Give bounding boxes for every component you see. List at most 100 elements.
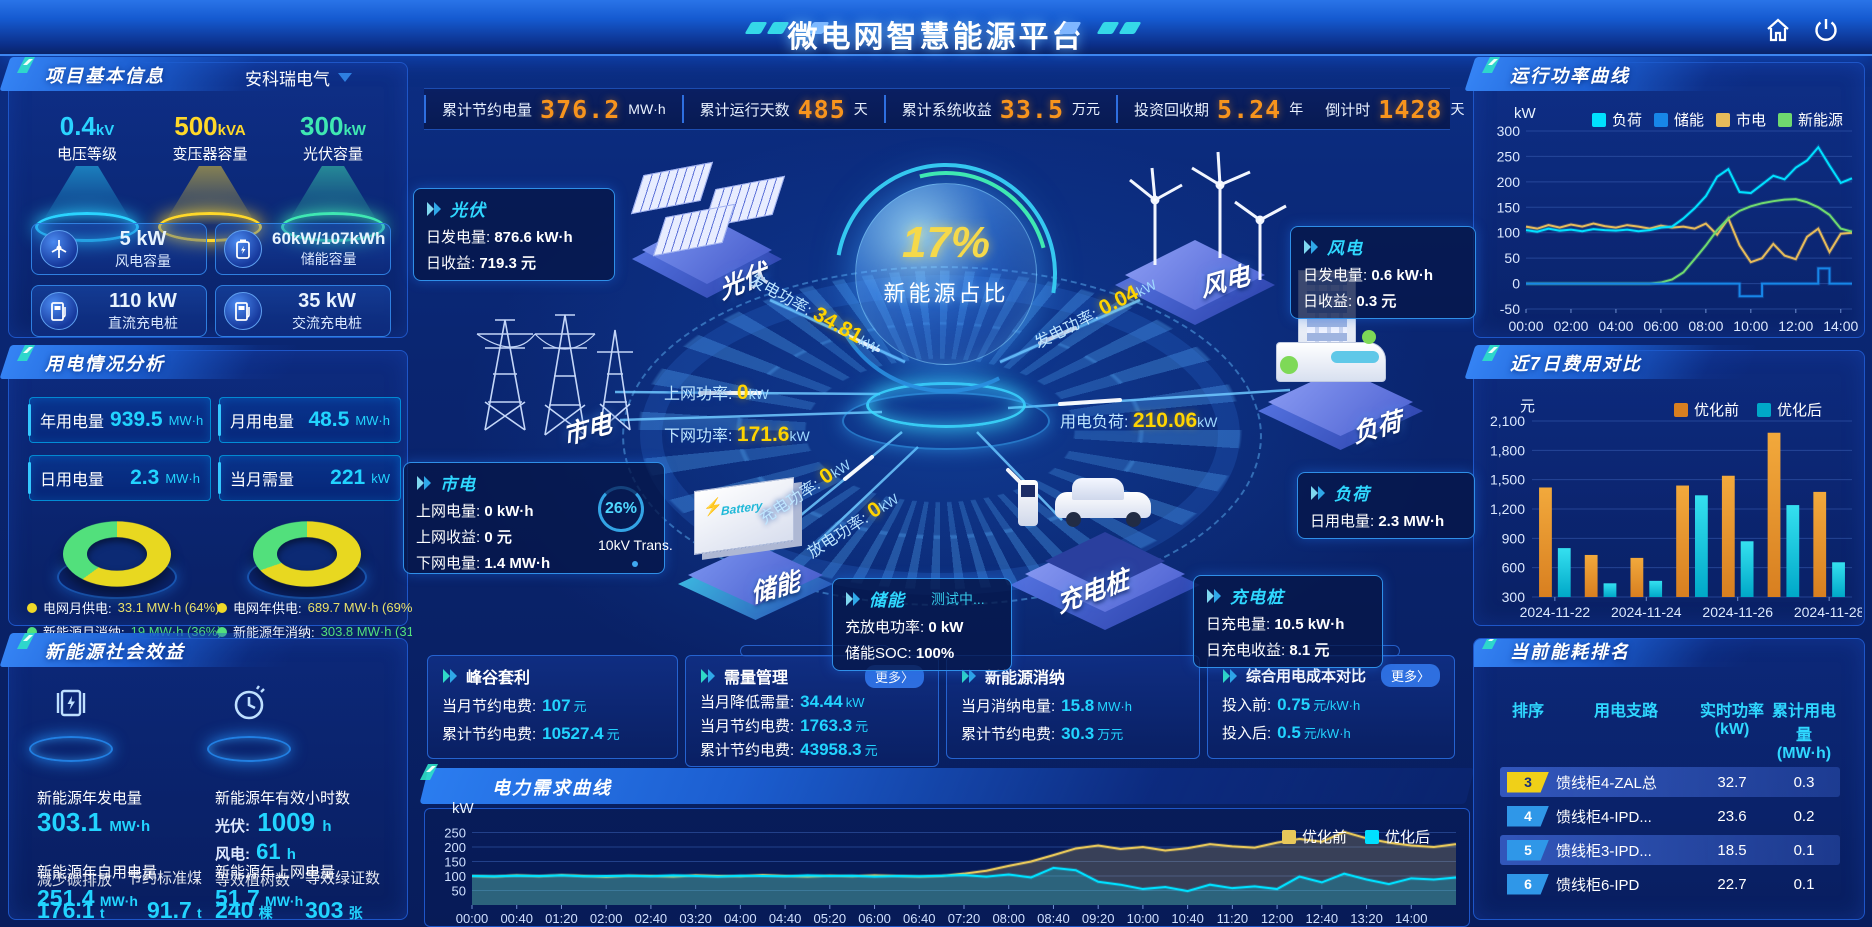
svg-text:100: 100	[1497, 225, 1521, 241]
panel-energy-ranking: 当前能耗排名 排序 用电支路 实时功率 (kW) 累计用电量 (MW·h) 3 馈线…	[1473, 638, 1865, 920]
chevron-icon	[417, 475, 431, 490]
svg-text:04:00: 04:00	[1598, 318, 1633, 334]
card-icon	[443, 669, 457, 683]
legend-item: 电网年供电: 689.7 MW·h (69%)	[217, 598, 412, 617]
dot	[632, 561, 639, 567]
stat-month-energy: 月用电量 48.5 MW·h	[218, 397, 401, 443]
svg-text:14:00: 14:00	[1823, 318, 1858, 334]
svg-text:100: 100	[444, 869, 466, 884]
panel-title: 项目基本信息	[45, 66, 165, 86]
legend-item[interactable]: 优化后	[1365, 826, 1430, 847]
storage-island: ⚡ Battery	[672, 470, 842, 620]
legend-dot	[27, 626, 37, 637]
svg-text:04:00: 04:00	[724, 911, 757, 926]
svg-text:08:40: 08:40	[1037, 911, 1070, 926]
gen-value: 303.1 MW·h	[37, 807, 151, 837]
home-icon[interactable]	[1764, 16, 1792, 44]
svg-text:250: 250	[444, 826, 466, 841]
legend-item[interactable]: 负荷	[1592, 109, 1642, 130]
svg-text:2024-11-28: 2024-11-28	[1794, 604, 1862, 620]
transformer-label: 10kV Trans.	[598, 537, 673, 553]
svg-text:04:40: 04:40	[769, 911, 802, 926]
flow-load-power: 用电负荷: 210.06kW	[1060, 409, 1218, 432]
hours-pv-value: 光伏: 1009 h	[215, 807, 332, 837]
legend-dot	[27, 602, 37, 613]
chevron-icon	[1304, 239, 1318, 254]
storage-info-box: 储能 测试中... 充放电功率: 0 kW 储能SOC: 100%	[832, 578, 1012, 671]
card-ac-charger: 35 kW 交流充电桩	[215, 285, 391, 337]
legend-item[interactable]: 新能源	[1778, 109, 1843, 130]
donut-hole	[87, 537, 147, 571]
top-header: 微电网智慧能源平台	[0, 0, 1872, 56]
svg-text:08:00: 08:00	[1688, 318, 1723, 334]
legend-swatch	[1716, 112, 1731, 127]
hours-clock-icon	[201, 683, 297, 762]
month-energy-donut	[57, 509, 177, 599]
light-beam	[41, 166, 133, 224]
ranking-row[interactable]: 5 馈线柜3-IPD... 18.5 0.1	[1500, 835, 1840, 865]
svg-text:00:00: 00:00	[456, 911, 489, 926]
svg-text:02:00: 02:00	[590, 911, 623, 926]
trees-value: 240 棵	[215, 897, 273, 923]
co2-label: 减少碳排放	[37, 872, 113, 889]
grid-info-box: 市电 上网电量: 0 kW·h 上网收益: 0 元 下网电量: 1.4 MW·h	[403, 462, 665, 574]
chevron-icon	[1311, 485, 1325, 500]
ac-charger-icon	[224, 292, 262, 330]
more-button[interactable]: 更多〉	[1380, 664, 1440, 687]
coal-label: 节约标准煤	[127, 870, 203, 887]
legend-item[interactable]: 储能	[1654, 109, 1704, 130]
demand-chart-panel	[424, 808, 1470, 927]
flow-from-grid: 下网功率: 171.6kW	[664, 423, 810, 446]
ranking-table-header: 排序 用电支路 实时功率 (kW) 累计用电量 (MW·h)	[1511, 703, 1836, 762]
svg-text:150: 150	[444, 855, 466, 870]
rank-badge: 4	[1507, 805, 1549, 827]
legend-item[interactable]: 市电	[1716, 109, 1766, 130]
ev-info-box: 充电桩 日充电量: 10.5 kW·h 日充电收益: 8.1 元	[1193, 575, 1383, 668]
pv-info-box: 光伏 日发电量: 876.6 kW·h 日收益: 719.3 元	[413, 188, 615, 281]
legend-item[interactable]: 优化前	[1282, 826, 1347, 847]
panel-usage-analysis: 用电情况分析 年用电量 939.5 MW·h 月用电量 48.5 MW·h 日用电量…	[0, 345, 412, 640]
svg-text:10:00: 10:00	[1127, 911, 1160, 926]
to-grid-label: 新能源年上网电量	[215, 864, 336, 881]
svg-text:900: 900	[1502, 530, 1526, 546]
ranking-row[interactable]: 3 馈线柜4-ZAL总 32.7 0.3	[1500, 767, 1840, 797]
panel-title: 运行功率曲线	[1510, 66, 1630, 86]
transformer-indicator: 26% 10kV Trans.	[598, 486, 673, 567]
svg-text:06:00: 06:00	[858, 911, 891, 926]
card-dc-charger: 110 kW 直流充电桩	[31, 285, 207, 337]
wind-turbine-icon	[40, 230, 78, 268]
project-selector[interactable]: 安科瑞电气	[245, 65, 395, 90]
card-renewable-consumption: 新能源消纳 当月消纳电量: 15.8 MW·h 累计节约电费: 30.3 万元	[946, 655, 1200, 759]
panel-project-info: 项目基本信息 安科瑞电气 0.4kV 电压等级 500kVA 变压器容量 300…	[0, 57, 408, 338]
legend-swatch	[1778, 112, 1793, 127]
panel-corner-icon	[418, 762, 440, 787]
svg-text:11:20: 11:20	[1217, 911, 1249, 926]
svg-text:1,200: 1,200	[1490, 501, 1525, 517]
legend-swatch	[1282, 829, 1296, 844]
legend-item[interactable]: 优化前	[1674, 399, 1739, 420]
grid-towers	[476, 314, 633, 436]
legend-swatch	[1592, 112, 1606, 127]
svg-text:200: 200	[444, 840, 466, 855]
card-peak-valley: 峰谷套利 当月节约电费: 107 元 累计节约电费: 10527.4 元	[427, 655, 678, 759]
page-title: 微电网智慧能源平台	[787, 21, 1085, 54]
legend-swatch	[1674, 402, 1688, 417]
hours-wind-value: 风电: 61 h	[215, 839, 296, 864]
certs-label: 等效绿证数	[305, 870, 381, 887]
svg-text:2024-11-24: 2024-11-24	[1611, 604, 1682, 620]
power-icon[interactable]	[1812, 16, 1840, 44]
svg-text:00:40: 00:40	[500, 911, 533, 926]
legend-item[interactable]: 优化后	[1757, 399, 1822, 420]
battery-icon	[224, 230, 262, 268]
charging-pillar	[1018, 480, 1038, 526]
panel-run-power: 运行功率曲线 kW 负荷 储能 市电 新能源 -50 0 50 100 150 200 250 30…	[1464, 57, 1865, 338]
panel-corner-icon	[1480, 639, 1502, 656]
ranking-row[interactable]: 6 馈线柜6-IPD 22.7 0.1	[1500, 869, 1840, 899]
chevron-icon	[1207, 588, 1221, 603]
ranking-row[interactable]: 4 馈线柜4-IPD... 23.6 0.2	[1500, 801, 1840, 831]
panel-title: 当前能耗排名	[1510, 642, 1630, 662]
card-icon	[1223, 668, 1237, 683]
kpi-total-income: 累计系统收益 33.5 万元	[883, 95, 1116, 124]
svg-text:03:20: 03:20	[679, 911, 712, 926]
